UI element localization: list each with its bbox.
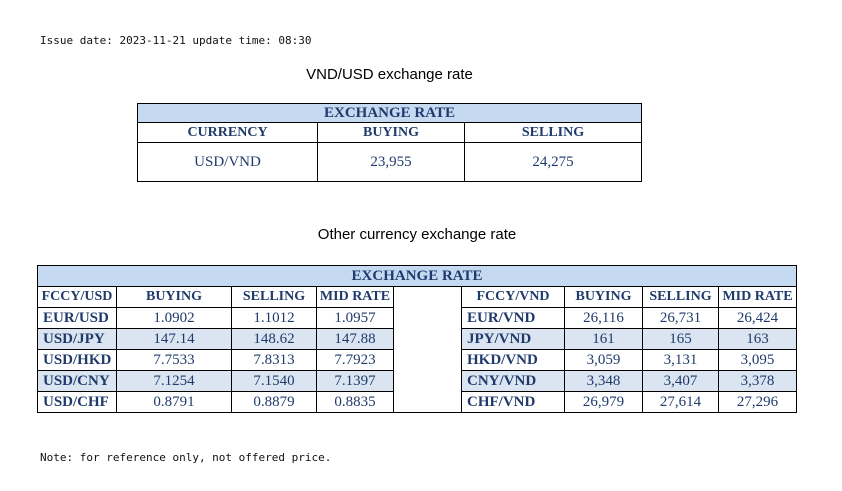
other-currency-table: EXCHANGE RATE FCCY/USD BUYING SELLING MI… [37,265,798,413]
pair-label: USD/CNY [37,370,117,392]
mid-value: 147.88 [316,328,394,350]
header-left-buying: BUYING [116,286,232,308]
reference-note: Note: for reference only, not offered pr… [40,451,332,464]
pair-label: EUR/USD [37,307,117,329]
header-right-mid: MID RATE [717,286,798,308]
header-buying: BUYING [317,122,465,143]
buying-value: 3,059 [564,349,643,371]
header-selling: SELLING [464,122,642,143]
pair-label: USD/JPY [37,328,117,350]
table-row: USD/JPY 147.14 148.62 147.88 JPY/VND 161… [37,328,798,350]
pair-label: EUR/VND [461,307,565,329]
buying-value: 7.1254 [116,370,232,392]
header-left-mid: MID RATE [316,286,394,308]
mid-value: 7.1397 [316,370,394,392]
buying-value: 7.7533 [116,349,232,371]
usd-vnd-label: USD/VND [194,153,261,170]
selling-value: 165 [642,328,719,350]
header-right-buying: BUYING [564,286,643,308]
buying-value: 0.8791 [116,391,232,413]
mid-value: 163 [717,328,798,350]
vnd-usd-table: EXCHANGE RATE CURRENCY BUYING SELLING US… [137,103,642,182]
buying-value: 26,979 [564,391,643,413]
buying-value: 1.0902 [116,307,232,329]
selling-value: 148.62 [231,328,317,350]
vnd-usd-title: VND/USD exchange rate [306,66,473,83]
header-left-selling: SELLING [231,286,317,308]
header-fccy-usd: FCCY/USD [37,286,117,308]
mid-value: 26,424 [717,307,798,329]
mid-value: 3,095 [717,349,798,371]
selling-value: 3,407 [642,370,719,392]
mid-value: 27,296 [717,391,798,413]
pair-label: JPY/VND [461,328,565,350]
pair-label: USD/CHF [37,391,117,413]
header-fccy-vnd: FCCY/VND [461,286,565,308]
buying-value: 26,116 [564,307,643,329]
mid-value: 3,378 [717,370,798,392]
selling-value: 0.8879 [231,391,317,413]
other-band-title: EXCHANGE RATE [37,265,797,287]
mid-value: 1.0957 [316,307,394,329]
selling-value: 27,614 [642,391,719,413]
usd-vnd-selling: 24,275 [464,142,642,182]
usd-vnd-buying: 23,955 [317,142,465,182]
table-row: USD/CNY 7.1254 7.1540 7.1397 CNY/VND 3,3… [37,370,798,392]
pair-label: CHF/VND [461,391,565,413]
table-row: USD/CHF 0.8791 0.8879 0.8835 CHF/VND 26,… [37,391,798,413]
other-currency-title: Other currency exchange rate [317,226,517,243]
mid-value: 0.8835 [316,391,394,413]
table-row: EUR/USD 1.0902 1.1012 1.0957 EUR/VND 26,… [37,307,798,329]
vnd-band-title: EXCHANGE RATE [137,103,642,123]
table-row: USD/HKD 7.7533 7.8313 7.7923 HKD/VND 3,0… [37,349,798,371]
column-gap [393,286,462,308]
pair-label: USD/HKD [37,349,117,371]
buying-value: 147.14 [116,328,232,350]
selling-value: 7.8313 [231,349,317,371]
header-right-selling: SELLING [642,286,719,308]
pair-label: CNY/VND [461,370,565,392]
selling-value: 3,131 [642,349,719,371]
buying-value: 3,348 [564,370,643,392]
selling-value: 1.1012 [231,307,317,329]
selling-value: 26,731 [642,307,719,329]
pair-label: HKD/VND [461,349,565,371]
selling-value: 7.1540 [231,370,317,392]
header-currency: CURRENCY [137,122,318,143]
buying-value: 161 [564,328,643,350]
issue-date-line: Issue date: 2023-11-21 update time: 08:3… [40,34,312,47]
mid-value: 7.7923 [316,349,394,371]
